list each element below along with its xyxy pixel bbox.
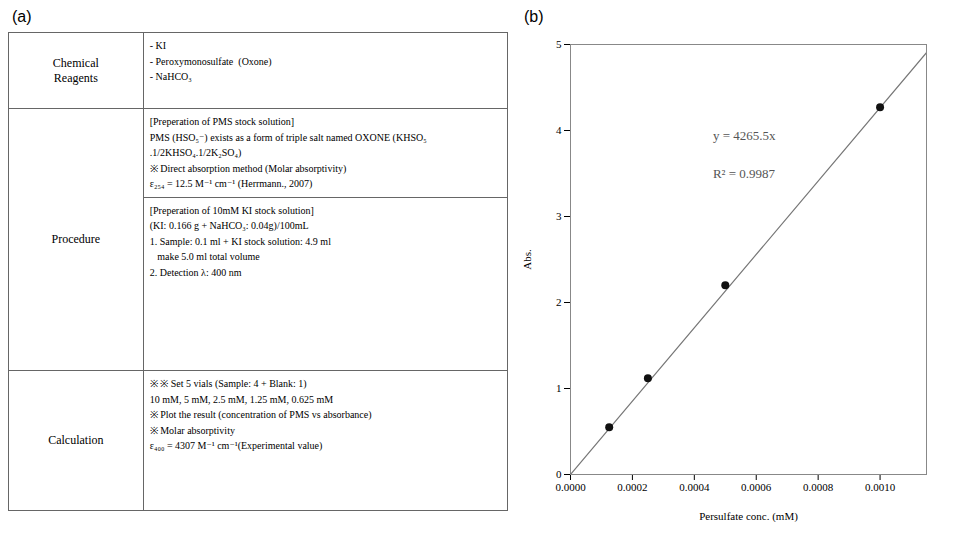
html-text:- KI: - KI xyxy=(149,40,167,51)
html-text:※ ※ Set 5 vials (Sample: 4 + B: ※ ※ Set 5 vials (Sample: 4 + Blank: 1) xyxy=(149,378,307,389)
html-text:PMS (HSO₅⁻) exists as a form o: PMS (HSO₅⁻) exists as a form of triple s… xyxy=(149,131,427,143)
svg-text:0.0006: 0.0006 xyxy=(741,481,772,493)
svg-text:0: 0 xyxy=(556,468,562,480)
html-text:make 5.0 ml total volume: make 5.0 ml total volume xyxy=(149,251,260,262)
html-text:(KI: 0.166 g + NaHCO₃: 0.04g)/: (KI: 0.166 g + NaHCO₃: 0.04g)/100mL xyxy=(149,220,309,231)
svg-text:0.0002: 0.0002 xyxy=(617,481,647,493)
html-text:(b): (b) xyxy=(524,8,544,25)
svg-text:4: 4 xyxy=(556,124,562,136)
html-text:- Peroxymonosulfate (Oxone): - Peroxymonosulfate (Oxone) xyxy=(149,55,272,67)
html-text:※ Direct absorption method (Mo: ※ Direct absorption method (Molar absorp… xyxy=(149,162,347,174)
svg-text:2: 2 xyxy=(556,296,562,308)
svg-text:Persulfate conc. (mM): Persulfate conc. (mM) xyxy=(699,510,798,523)
svg-text:1: 1 xyxy=(556,382,562,394)
svg-text:3: 3 xyxy=(556,210,562,222)
html-text:Calculation: Calculation xyxy=(48,433,104,447)
svg-text:0.0008: 0.0008 xyxy=(803,481,834,493)
html-text:[Preperation of PMS stock solu: [Preperation of PMS stock solution] xyxy=(149,116,295,127)
svg-text:y = 4265.5x: y = 4265.5x xyxy=(713,128,776,143)
svg-text:0.0010: 0.0010 xyxy=(865,481,896,493)
html-text:ε₄₀₀ = 4307 M⁻¹ cm⁻¹(Experimen: ε₄₀₀ = 4307 M⁻¹ cm⁻¹(Experimental value) xyxy=(149,440,323,451)
svg-text:R² = 0.9987: R² = 0.9987 xyxy=(713,166,776,181)
html-text:.1/2KHSO₄.1/2K₂SO₄): .1/2KHSO₄.1/2K₂SO₄) xyxy=(149,147,242,158)
svg-text:0.0000: 0.0000 xyxy=(555,481,586,493)
html-text:2. Detection λ: 400 nm: 2. Detection λ: 400 nm xyxy=(149,266,242,278)
svg-text:5: 5 xyxy=(556,38,562,50)
html-text:Procedure: Procedure xyxy=(51,232,101,246)
html-text:1. Sample: 0.1 ml + KI stock s: 1. Sample: 0.1 ml + KI stock solution: 4… xyxy=(149,235,331,247)
svg-text:Abs.: Abs. xyxy=(521,249,533,270)
svg-text:0.0004: 0.0004 xyxy=(679,481,710,493)
html-text:ε₂₅₄ = 12.5 M⁻¹ cm⁻¹ (Herrmann: ε₂₅₄ = 12.5 M⁻¹ cm⁻¹ (Herrmann., 2007) xyxy=(149,178,313,189)
html-text:[Preperation of 10mM KI stock: [Preperation of 10mM KI stock solution] xyxy=(149,204,314,216)
html-text:※ Molar absorptivity: ※ Molar absorptivity xyxy=(149,424,235,436)
html-text:- NaHCO₃: - NaHCO₃ xyxy=(149,71,192,82)
html-text:※ Plot the result (concentrati: ※ Plot the result (concentration of PMS … xyxy=(149,409,372,420)
html-text:(a): (a) xyxy=(12,8,32,25)
html-text:Chemical Reagents: Chemical Reagents xyxy=(52,55,99,85)
html-text:10 mM, 5 mM, 2.5 mM, 1.25 mM,: 10 mM, 5 mM, 2.5 mM, 1.25 mM, 0.625 mM xyxy=(149,393,334,405)
